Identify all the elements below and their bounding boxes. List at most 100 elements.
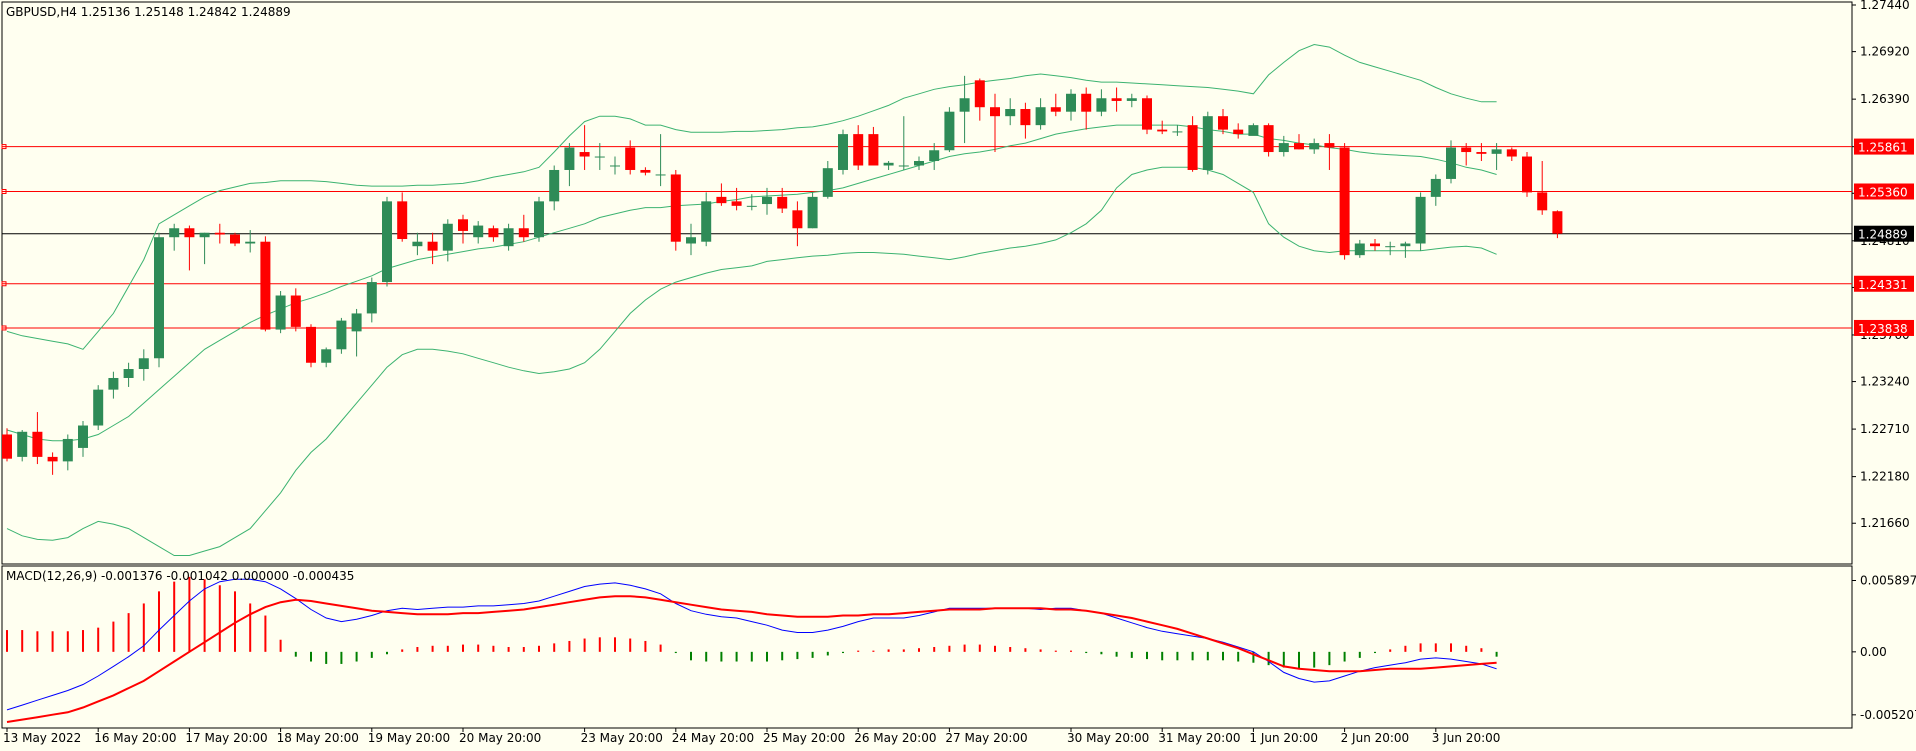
candle-body	[1233, 129, 1244, 135]
time-tick-label: 2 Jun 20:00	[1341, 731, 1410, 745]
macd-tick-label: 0.00	[1860, 645, 1887, 659]
price-tick-label: 1.23240	[1860, 375, 1910, 389]
candle-body	[275, 295, 286, 330]
candle-body	[1005, 109, 1016, 117]
candle-body	[1142, 98, 1152, 130]
candle-body	[123, 369, 134, 378]
candles-layer	[2, 75, 1563, 475]
candle-body	[792, 210, 803, 229]
time-tick-label: 31 May 20:00	[1158, 731, 1240, 745]
candle-body	[1446, 147, 1456, 179]
candle-body	[1096, 98, 1107, 112]
candle-body	[686, 237, 696, 244]
candle-body	[154, 237, 164, 359]
time-tick-label: 26 May 20:00	[854, 731, 936, 745]
candle-body	[1385, 246, 1396, 248]
macd-main-line	[6, 578, 1497, 711]
candle-body	[1248, 125, 1259, 136]
candle-body	[579, 152, 590, 157]
macd-tick-label: 0.005897	[1860, 574, 1916, 588]
candle-body	[853, 134, 864, 166]
candle-body	[1491, 149, 1502, 154]
level-price-label: 1.23838	[1858, 322, 1908, 336]
candle-body	[838, 134, 848, 170]
level-price-label: 1.25861	[1858, 141, 1908, 155]
candle-body	[625, 147, 636, 170]
candle-body	[594, 156, 605, 158]
candle-body	[1035, 107, 1046, 126]
candle-body	[655, 174, 666, 176]
candle-body	[93, 389, 104, 426]
candle-body	[1537, 192, 1548, 211]
macd-lines	[6, 578, 1497, 723]
candle-body	[944, 111, 955, 151]
candle-body	[549, 169, 560, 202]
candle-body	[488, 228, 499, 238]
band-upper	[6, 43, 1497, 350]
candle-body	[1324, 143, 1335, 148]
candle-body	[883, 162, 894, 166]
candle-body	[1187, 125, 1198, 170]
macd-histogram	[6, 576, 1498, 669]
level-price-tag	[1854, 138, 1914, 155]
time-tick-label: 24 May 20:00	[672, 731, 754, 745]
time-tick-label: 17 May 20:00	[185, 731, 267, 745]
candle-body	[1461, 147, 1472, 153]
level-handle[interactable]	[1, 144, 7, 150]
candle-body	[321, 349, 332, 363]
candle-body	[351, 313, 362, 332]
candle-body	[990, 107, 1000, 117]
candle-body	[184, 228, 195, 238]
macd-panel[interactable]: 0.005897 0.00 -0.005207 MACD(12,26,9) -0.0…	[1, 565, 1916, 729]
candle-body	[138, 358, 149, 370]
macd-tick-label: -0.005207	[1860, 708, 1916, 722]
candle-body	[959, 98, 970, 112]
candle-body	[1415, 196, 1426, 244]
candle-body	[214, 232, 225, 235]
candle-body	[534, 201, 544, 238]
time-tick-label: 16 May 20:00	[94, 731, 176, 745]
level-price-label: 1.24331	[1858, 278, 1908, 292]
candle-body	[868, 134, 879, 166]
candle-body	[427, 241, 438, 251]
level-handle[interactable]	[1, 325, 7, 331]
price-tick-label: 1.22710	[1860, 422, 1910, 436]
candle-body	[898, 165, 909, 167]
macd-header: MACD(12,26,9) -0.001376 -0.001042 0.0000…	[6, 569, 354, 583]
candle-body	[974, 80, 985, 108]
candle-body	[1126, 98, 1137, 101]
candle-body	[822, 168, 833, 197]
candle-body	[640, 169, 651, 173]
price-tick-label: 1.27440	[1860, 0, 1910, 12]
candle-body	[260, 241, 271, 330]
candle-body	[1172, 131, 1183, 133]
candle-body	[366, 282, 377, 314]
candle-body	[336, 320, 347, 350]
time-tick-label: 25 May 20:00	[763, 731, 845, 745]
candle-body	[731, 201, 742, 206]
level-price-label: 1.25360	[1858, 185, 1908, 199]
candle-body	[564, 147, 575, 170]
price-tick-label: 1.22180	[1860, 470, 1910, 484]
candle-body	[458, 219, 468, 231]
level-handle[interactable]	[1, 188, 7, 194]
candle-body	[442, 223, 453, 251]
time-tick-label: 27 May 20:00	[945, 731, 1027, 745]
level-handle[interactable]	[1, 281, 7, 287]
time-axis: 13 May 2022 16 May 20:00 17 May 20:00 18 Ma…	[3, 728, 1500, 745]
chart-header: GBPUSD,H4 1.25136 1.25148 1.24842 1.2488…	[6, 5, 291, 19]
time-tick-label: 23 May 20:00	[581, 731, 663, 745]
time-tick-label: 19 May 20:00	[368, 731, 450, 745]
candle-body	[1522, 156, 1532, 193]
candle-body	[1202, 116, 1213, 170]
price-tick-label: 1.21660	[1860, 516, 1910, 530]
candle-body	[169, 228, 180, 238]
macd-panel-border	[1, 565, 1853, 729]
price-panel[interactable]: 1.274401.269201.263901.258601.253401.248…	[1, 0, 1914, 565]
level-price-tag	[1854, 275, 1914, 292]
candle-body	[1354, 243, 1365, 256]
price-tick-label: 1.26390	[1860, 92, 1910, 106]
